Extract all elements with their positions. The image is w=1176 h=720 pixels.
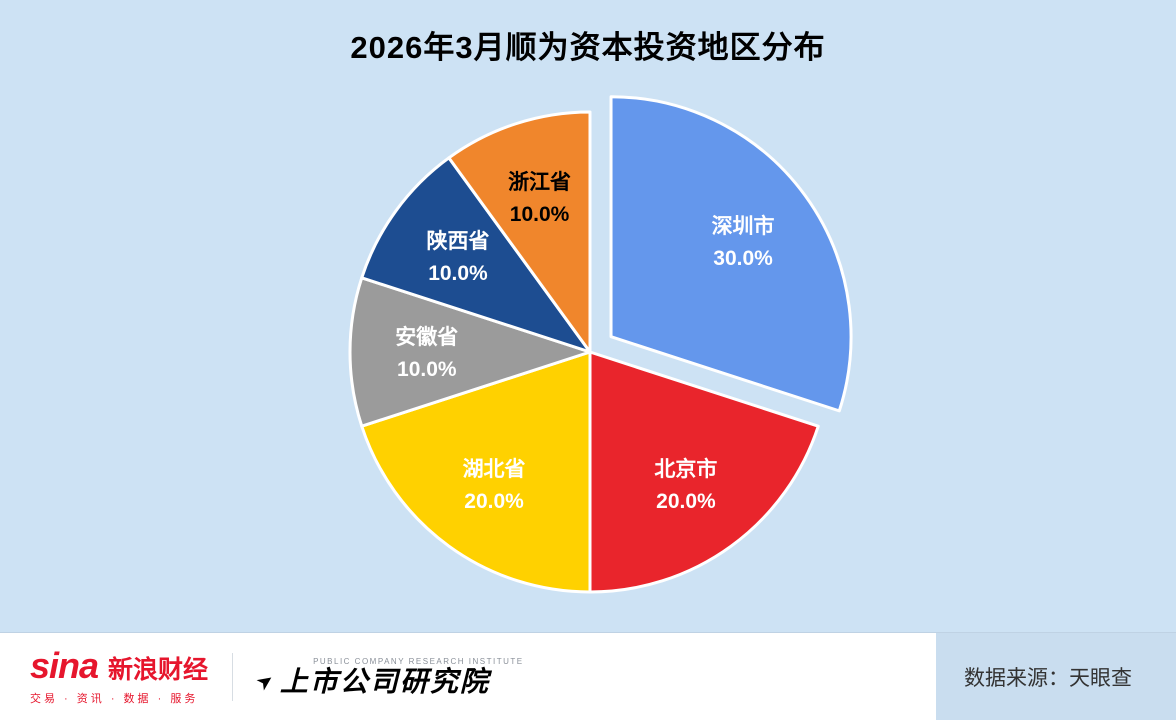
pie-slice-name-label: 浙江省 [508, 171, 571, 194]
institute-name-row: ➤ 上市公司研究院 [252, 666, 524, 697]
pie-slice-name-label: 深圳市 [712, 214, 775, 238]
sina-wordmark-icon: sina [30, 644, 99, 686]
pie-slice-name-label: 北京市 [654, 457, 717, 481]
pie-slice-6 [447, 110, 592, 354]
institute-logo: PUBLIC COMPANY RESEARCH INSTITUTE ➤ 上市公司… [252, 657, 524, 697]
pie-slice-1 [609, 95, 853, 413]
arrow-icon: ➤ [252, 668, 279, 696]
pie-slice-3 [360, 350, 592, 594]
sina-tagline: 交易 · 资讯 · 数据 · 服务 [30, 692, 199, 705]
footer-bar: sina 新浪财经 交易 · 资讯 · 数据 · 服务 PUBLIC COMPA… [0, 632, 1176, 720]
pie-slice-pct-label: 10.0% [510, 203, 570, 226]
data-source-label: 数据来源：天眼查 [964, 666, 1132, 690]
pie-slice-pct-label: 30.0% [713, 247, 773, 270]
footer-divider [232, 652, 234, 701]
pie-slice-pct-label: 20.0% [656, 490, 716, 513]
pie-chart: 深圳市 30.0% 北京市 20.0% 湖北省 20.0% 安徽省 10.0% 陕西省 10.0%… [348, 95, 853, 594]
pie-slice-5 [360, 156, 592, 354]
sina-brand-label: 新浪财经 [108, 655, 209, 684]
chart-title: 2026年3月顺为资本投资地区分布 [350, 30, 826, 65]
sina-logo: sina 新浪财经 交易 · 资讯 · 数据 · 服务 [30, 644, 209, 706]
pie-slice-pct-label: 10.0% [428, 262, 488, 285]
data-source-area: 数据来源：天眼查 [936, 633, 1176, 720]
pie-slice-2 [588, 350, 820, 594]
sina-logo-row: sina 新浪财经 [30, 644, 209, 686]
pie-slice-pct-label: 20.0% [464, 490, 524, 513]
institute-name: 上市公司研究院 [279, 666, 490, 697]
pie-slice-4 [348, 276, 592, 428]
pie-slice-name-label: 湖北省 [463, 458, 526, 481]
institute-subtitle: PUBLIC COMPANY RESEARCH INSTITUTE [313, 657, 524, 666]
pie-slice-pct-label: 10.0% [397, 358, 457, 381]
pie-slice-name-label: 陕西省 [426, 230, 489, 253]
pie-slice-name-label: 安徽省 [395, 325, 458, 349]
